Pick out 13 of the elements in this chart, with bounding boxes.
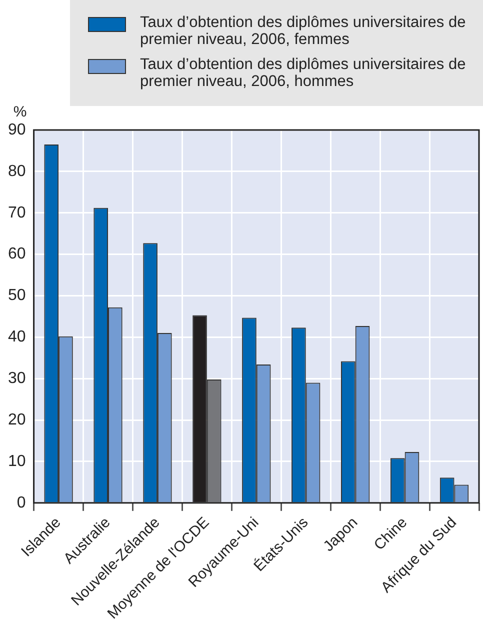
y-tick-label: 10 bbox=[8, 452, 26, 470]
y-tick-label: 0 bbox=[16, 494, 26, 512]
y-tick-label: 70 bbox=[8, 204, 26, 222]
y-tick-label: 20 bbox=[8, 411, 26, 428]
y-tick-label: 80 bbox=[8, 162, 26, 180]
y-tick-label: 30 bbox=[8, 370, 26, 388]
y-tick-label: 90 bbox=[8, 121, 26, 138]
y-tick-label: 60 bbox=[8, 246, 26, 263]
y-tick-label: 40 bbox=[8, 328, 26, 346]
legend-label: Taux d’obtention des diplômes universitaires de premier niveau, 2006, femmes bbox=[140, 14, 467, 48]
legend-label: Taux d’obtention des diplômes universitaires de premier niveau, 2006, hommes bbox=[140, 56, 467, 90]
y-axis-title: % bbox=[13, 104, 27, 121]
y-tick-label: 50 bbox=[8, 287, 26, 304]
